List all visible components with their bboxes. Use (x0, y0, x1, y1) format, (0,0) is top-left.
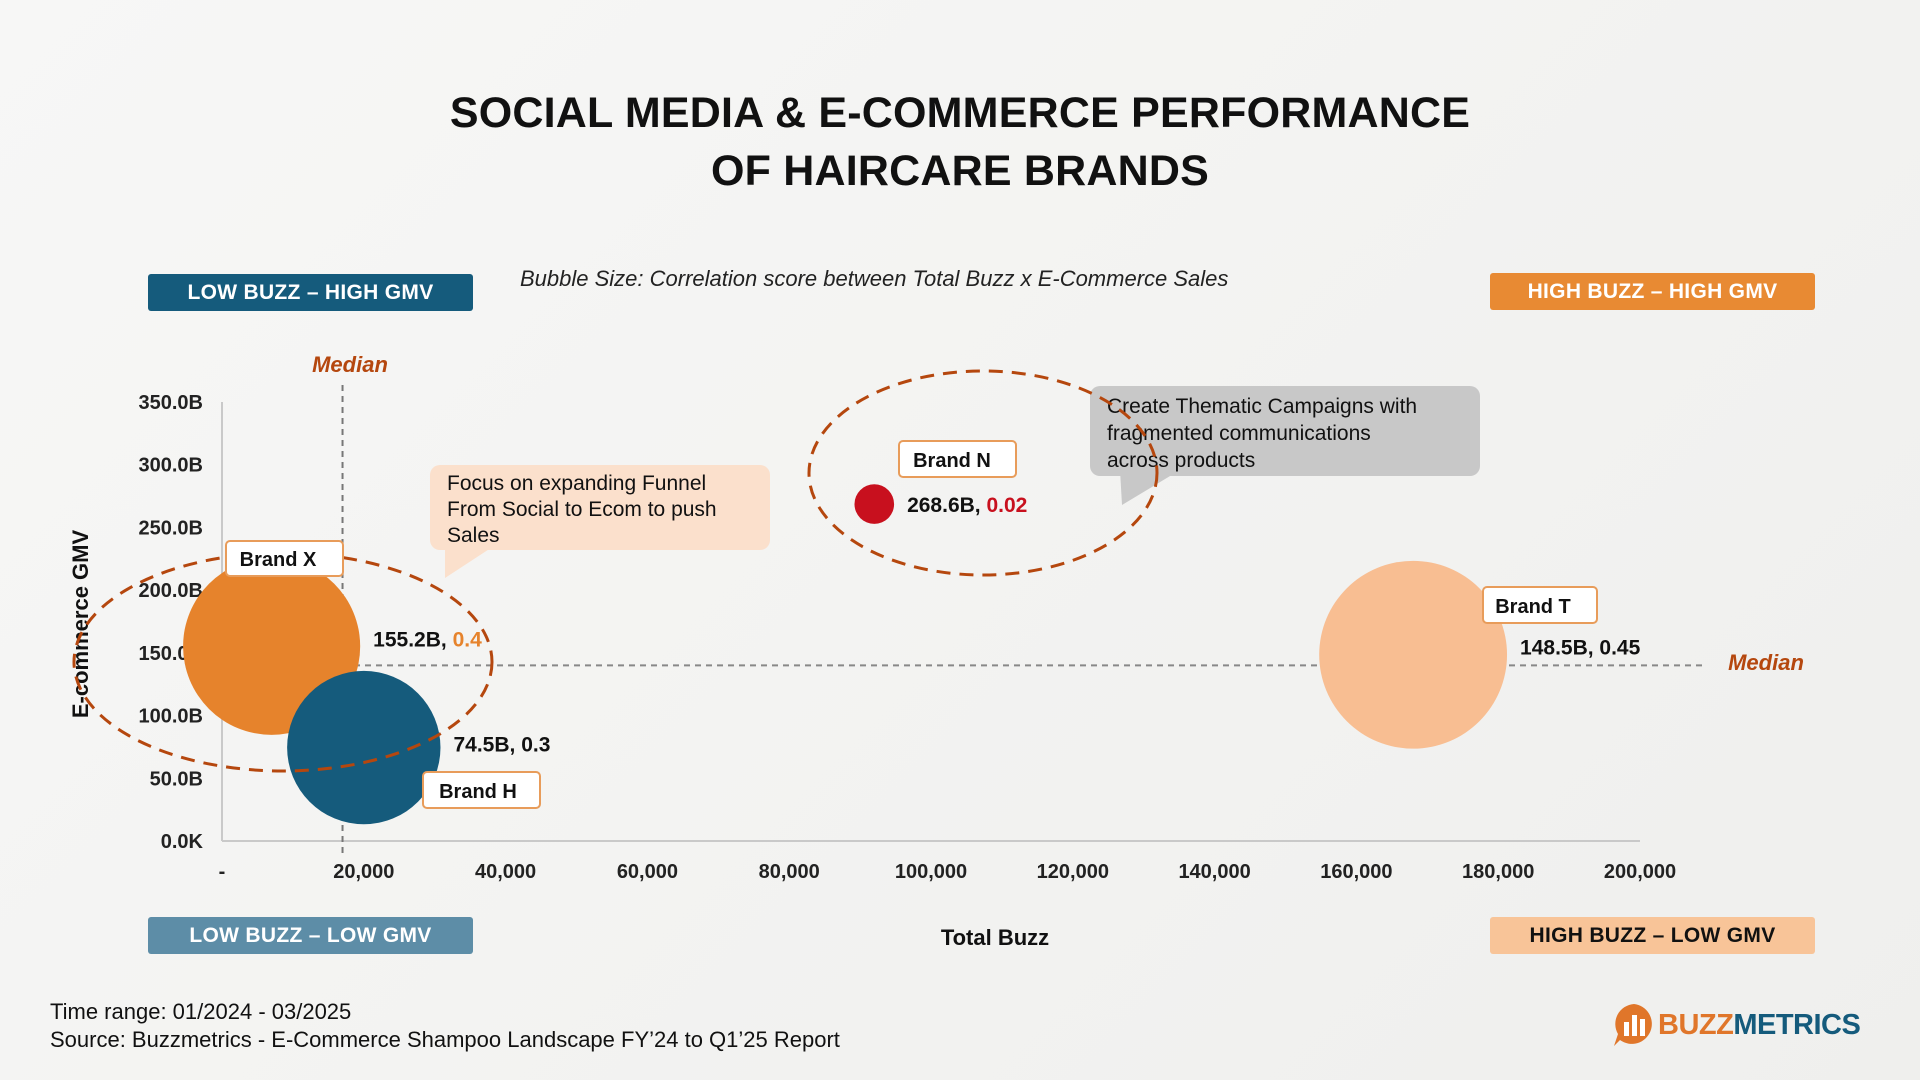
y-tick-label: 100.0B (139, 706, 204, 728)
value-label-brand-h: 74.5B, 0.3 (453, 734, 550, 757)
callout-funnel-box (430, 465, 770, 550)
x-tick-label: - (219, 861, 226, 883)
value-label-gmv: 148.5B, (1520, 637, 1599, 660)
y-tick-label: 50.0B (150, 768, 203, 790)
callout-funnel: Focus on expanding Funnel From Social to… (430, 465, 770, 578)
bubble-brand-n (854, 484, 895, 524)
title-line-1: SOCIAL MEDIA & E-COMMERCE PERFORMANCE (449, 89, 1471, 137)
value-label-brand-n: 268.6B, 0.02 (907, 494, 1027, 517)
x-tick-label: 100,000 (895, 861, 967, 883)
brand-tag-x-box (225, 540, 344, 577)
y-tick-labels: 0.0K50.0B100.0B150.0B200.0B250.0B300.0B3… (139, 392, 204, 853)
bubble-brand-t (1319, 560, 1508, 749)
y-tick-label: 350.0B (139, 392, 204, 414)
x-tick-label: 140,000 (1178, 861, 1250, 883)
chart-title: SOCIAL MEDIA & E-COMMERCE PERFORMANCE OF… (0, 84, 1920, 200)
y-tick-label: 0.0K (161, 831, 204, 853)
value-label-score: 0.45 (1599, 637, 1640, 660)
logo-text: BUZZMETRICS (1658, 1009, 1861, 1042)
x-tick-label: 20,000 (333, 861, 394, 883)
time-range: Time range: 01/2024 - 03/2025 (50, 999, 352, 1024)
bar-chart-logo-icon (1614, 1004, 1652, 1046)
callout-thematic-pointer (1120, 470, 1180, 505)
y-tick-label: 250.0B (139, 517, 204, 539)
x-axis-title: Total Buzz (941, 925, 1049, 950)
value-label-gmv: 155.2B, (373, 628, 452, 651)
footer: Time range: 01/2024 - 03/2025 Source: Bu… (50, 998, 840, 1054)
value-label-gmv: 74.5B, (453, 734, 521, 757)
x-tick-label: 40,000 (475, 861, 536, 883)
callout-thematic: Create Thematic Campaigns with fragmente… (1090, 386, 1480, 505)
median-x-label: Median (312, 352, 388, 377)
callout-thematic-line-2: fragmented communications (1107, 422, 1371, 445)
x-tick-label: 200,000 (1604, 861, 1676, 883)
quadrant-high-buzz-high-gmv: HIGH BUZZ – HIGH GMV (1490, 273, 1815, 310)
buzzmetrics-logo: BUZZMETRICS (1612, 1002, 1861, 1050)
x-tick-label: 80,000 (759, 861, 820, 883)
value-label-brand-x: 155.2B, 0.4 (373, 628, 482, 651)
y-tick-label: 300.0B (139, 455, 204, 477)
logo-text-metrics: METRICS (1733, 1009, 1861, 1041)
brand-tag-t-box (1482, 586, 1598, 624)
quadrant-low-buzz-low-gmv: LOW BUZZ – LOW GMV (148, 917, 473, 954)
value-label-brand-t: 148.5B, 0.45 (1520, 637, 1641, 660)
callout-funnel-line-2: From Social to Ecom to push (447, 498, 717, 521)
y-axis-title: E-commerce GMV (68, 530, 93, 719)
brand-tag-n-box (898, 440, 1017, 478)
brand-tag-x-label: Brand X (240, 549, 317, 571)
quadrant-high-buzz-low-gmv: HIGH BUZZ – LOW GMV (1490, 917, 1815, 954)
callout-funnel-pointer (445, 542, 500, 578)
callout-thematic-line-3: across products (1107, 449, 1255, 472)
bubble-brand-h (287, 670, 441, 825)
brand-tag-h-label: Brand H (439, 781, 517, 803)
callout-funnel-line-3: Sales (447, 524, 500, 547)
value-label-score: 0.4 (453, 628, 483, 651)
median-y-label: Median (1728, 650, 1804, 675)
x-tick-label: 160,000 (1320, 861, 1392, 883)
brand-tag-h-box (422, 771, 541, 809)
quadrant-low-buzz-high-gmv: LOW BUZZ – HIGH GMV (148, 274, 473, 311)
callout-funnel-line-1: Focus on expanding Funnel (447, 472, 706, 495)
brand-tag-t: Brand T (1482, 586, 1598, 624)
brand-tag-t-label: Brand T (1495, 596, 1571, 618)
value-label-score: 0.3 (521, 734, 550, 757)
y-tick-label: 200.0B (139, 580, 204, 602)
value-label-score: 0.02 (986, 494, 1027, 517)
brand-tag-n: Brand N (898, 440, 1017, 478)
brand-tag-h: Brand H (422, 771, 541, 809)
x-tick-label: 60,000 (617, 861, 678, 883)
x-tick-label: 120,000 (1037, 861, 1109, 883)
callout-thematic-line-1: Create Thematic Campaigns with (1107, 395, 1417, 418)
title-line-2: OF HAIRCARE BRANDS (710, 147, 1210, 195)
brand-tag-n-label: Brand N (913, 450, 991, 472)
bubbles-layer: 155.2B, 0.4 74.5B, 0.3 268.6B, 0.02 148.5B,… (183, 484, 1641, 825)
x-tick-label: 180,000 (1462, 861, 1534, 883)
x-tick-labels: - 20,000 40,000 60,000 80,000 100,000 120,000 1… (219, 861, 1676, 883)
source-note: Source: Buzzmetrics - E-Commerce Shampoo… (50, 1027, 840, 1052)
value-label-gmv: 268.6B, (907, 494, 986, 517)
brand-tag-x: Brand X (225, 540, 344, 577)
bubble-size-note: Bubble Size: Correlation score between T… (520, 266, 1229, 291)
highlight-ellipse-brand-n (807, 369, 1159, 577)
callout-thematic-box (1090, 386, 1480, 476)
logo-text-buzz: BUZZ (1658, 1009, 1734, 1041)
